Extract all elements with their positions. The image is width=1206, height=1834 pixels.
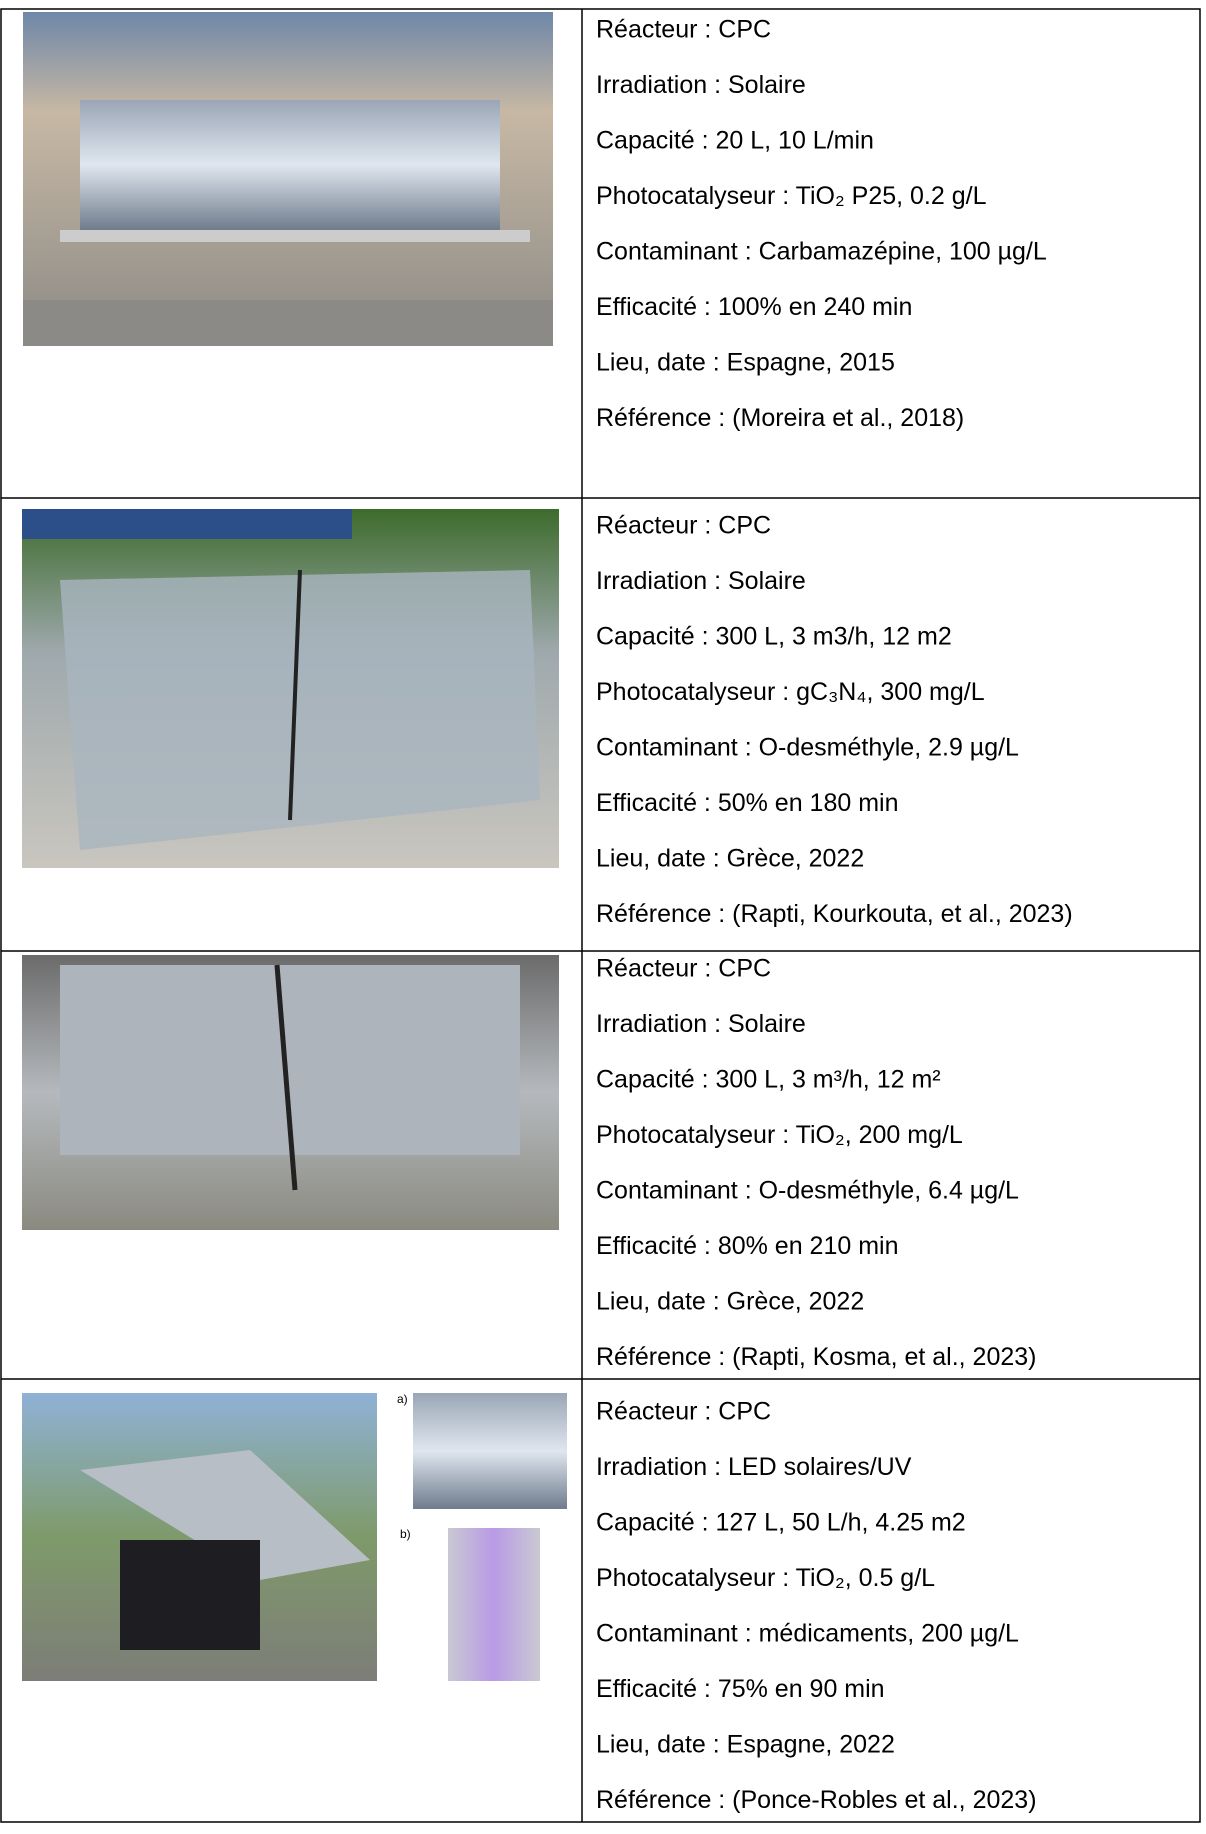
cell-line: Irradiation : Solaire: [596, 567, 806, 595]
cell-line: Contaminant : Carbamazépine, 100 µg/L: [596, 238, 1047, 266]
cell-line: Lieu, date : Espagne, 2022: [596, 1731, 895, 1759]
cell-line: Capacité : 300 L, 3 m³/h, 12 m²: [596, 1066, 941, 1094]
cell-line: Photocatalyseur : TiO₂, 0.5 g/L: [596, 1564, 935, 1592]
cell-line: Efficacité : 80% en 210 min: [596, 1232, 899, 1260]
cell-line: Photocatalyseur : TiO₂, 200 mg/L: [596, 1121, 963, 1149]
cell-line: Efficacité : 50% en 180 min: [596, 789, 899, 817]
photo-1: [23, 12, 553, 346]
photo-2: [22, 509, 559, 868]
cell-line: Référence : (Ponce-Robles et al., 2023): [596, 1786, 1037, 1814]
cell-line: Irradiation : LED solaires/UV: [596, 1453, 912, 1481]
cell-line: Irradiation : Solaire: [596, 71, 806, 99]
cell-line: Réacteur : CPC: [596, 1398, 771, 1426]
cell-line: Capacité : 127 L, 50 L/h, 4.25 m2: [596, 1509, 966, 1537]
cell-line: Référence : (Rapti, Kourkouta, et al., 2…: [596, 900, 1073, 928]
table-borders: [0, 8, 1201, 1823]
cell-line: Capacité : 300 L, 3 m3/h, 12 m2: [596, 623, 952, 651]
cell-line: Photocatalyseur : gC₃N₄, 300 mg/L: [596, 678, 985, 706]
cell-line: Efficacité : 100% en 240 min: [596, 293, 912, 321]
cell-line: Contaminant : médicaments, 200 µg/L: [596, 1620, 1019, 1648]
cell-line: Photocatalyseur : TiO₂ P25, 0.2 g/L: [596, 182, 987, 210]
cell-line: Lieu, date : Grèce, 2022: [596, 1288, 864, 1316]
cell-line: Référence : (Rapti, Kosma, et al., 2023): [596, 1343, 1037, 1371]
cell-line: Réacteur : CPC: [596, 955, 771, 983]
cell-line: Capacité : 20 L, 10 L/min: [596, 127, 874, 155]
image-label: a): [397, 1392, 408, 1406]
cell-line: Réacteur : CPC: [596, 16, 771, 44]
image-label: b): [400, 1527, 411, 1541]
cell-line: Contaminant : O-desméthyle, 2.9 µg/L: [596, 734, 1019, 762]
photo-4: [22, 1393, 567, 1681]
photo-3: [22, 955, 559, 1230]
cell-line: Efficacité : 75% en 90 min: [596, 1675, 885, 1703]
cell-line: Lieu, date : Espagne, 2015: [596, 349, 895, 377]
cell-line: Réacteur : CPC: [596, 512, 771, 540]
cell-line: Référence : (Moreira et al., 2018): [596, 404, 964, 432]
cell-line: Contaminant : O-desméthyle, 6.4 µg/L: [596, 1177, 1019, 1205]
cell-line: Lieu, date : Grèce, 2022: [596, 845, 864, 873]
cell-line: Irradiation : Solaire: [596, 1010, 806, 1038]
